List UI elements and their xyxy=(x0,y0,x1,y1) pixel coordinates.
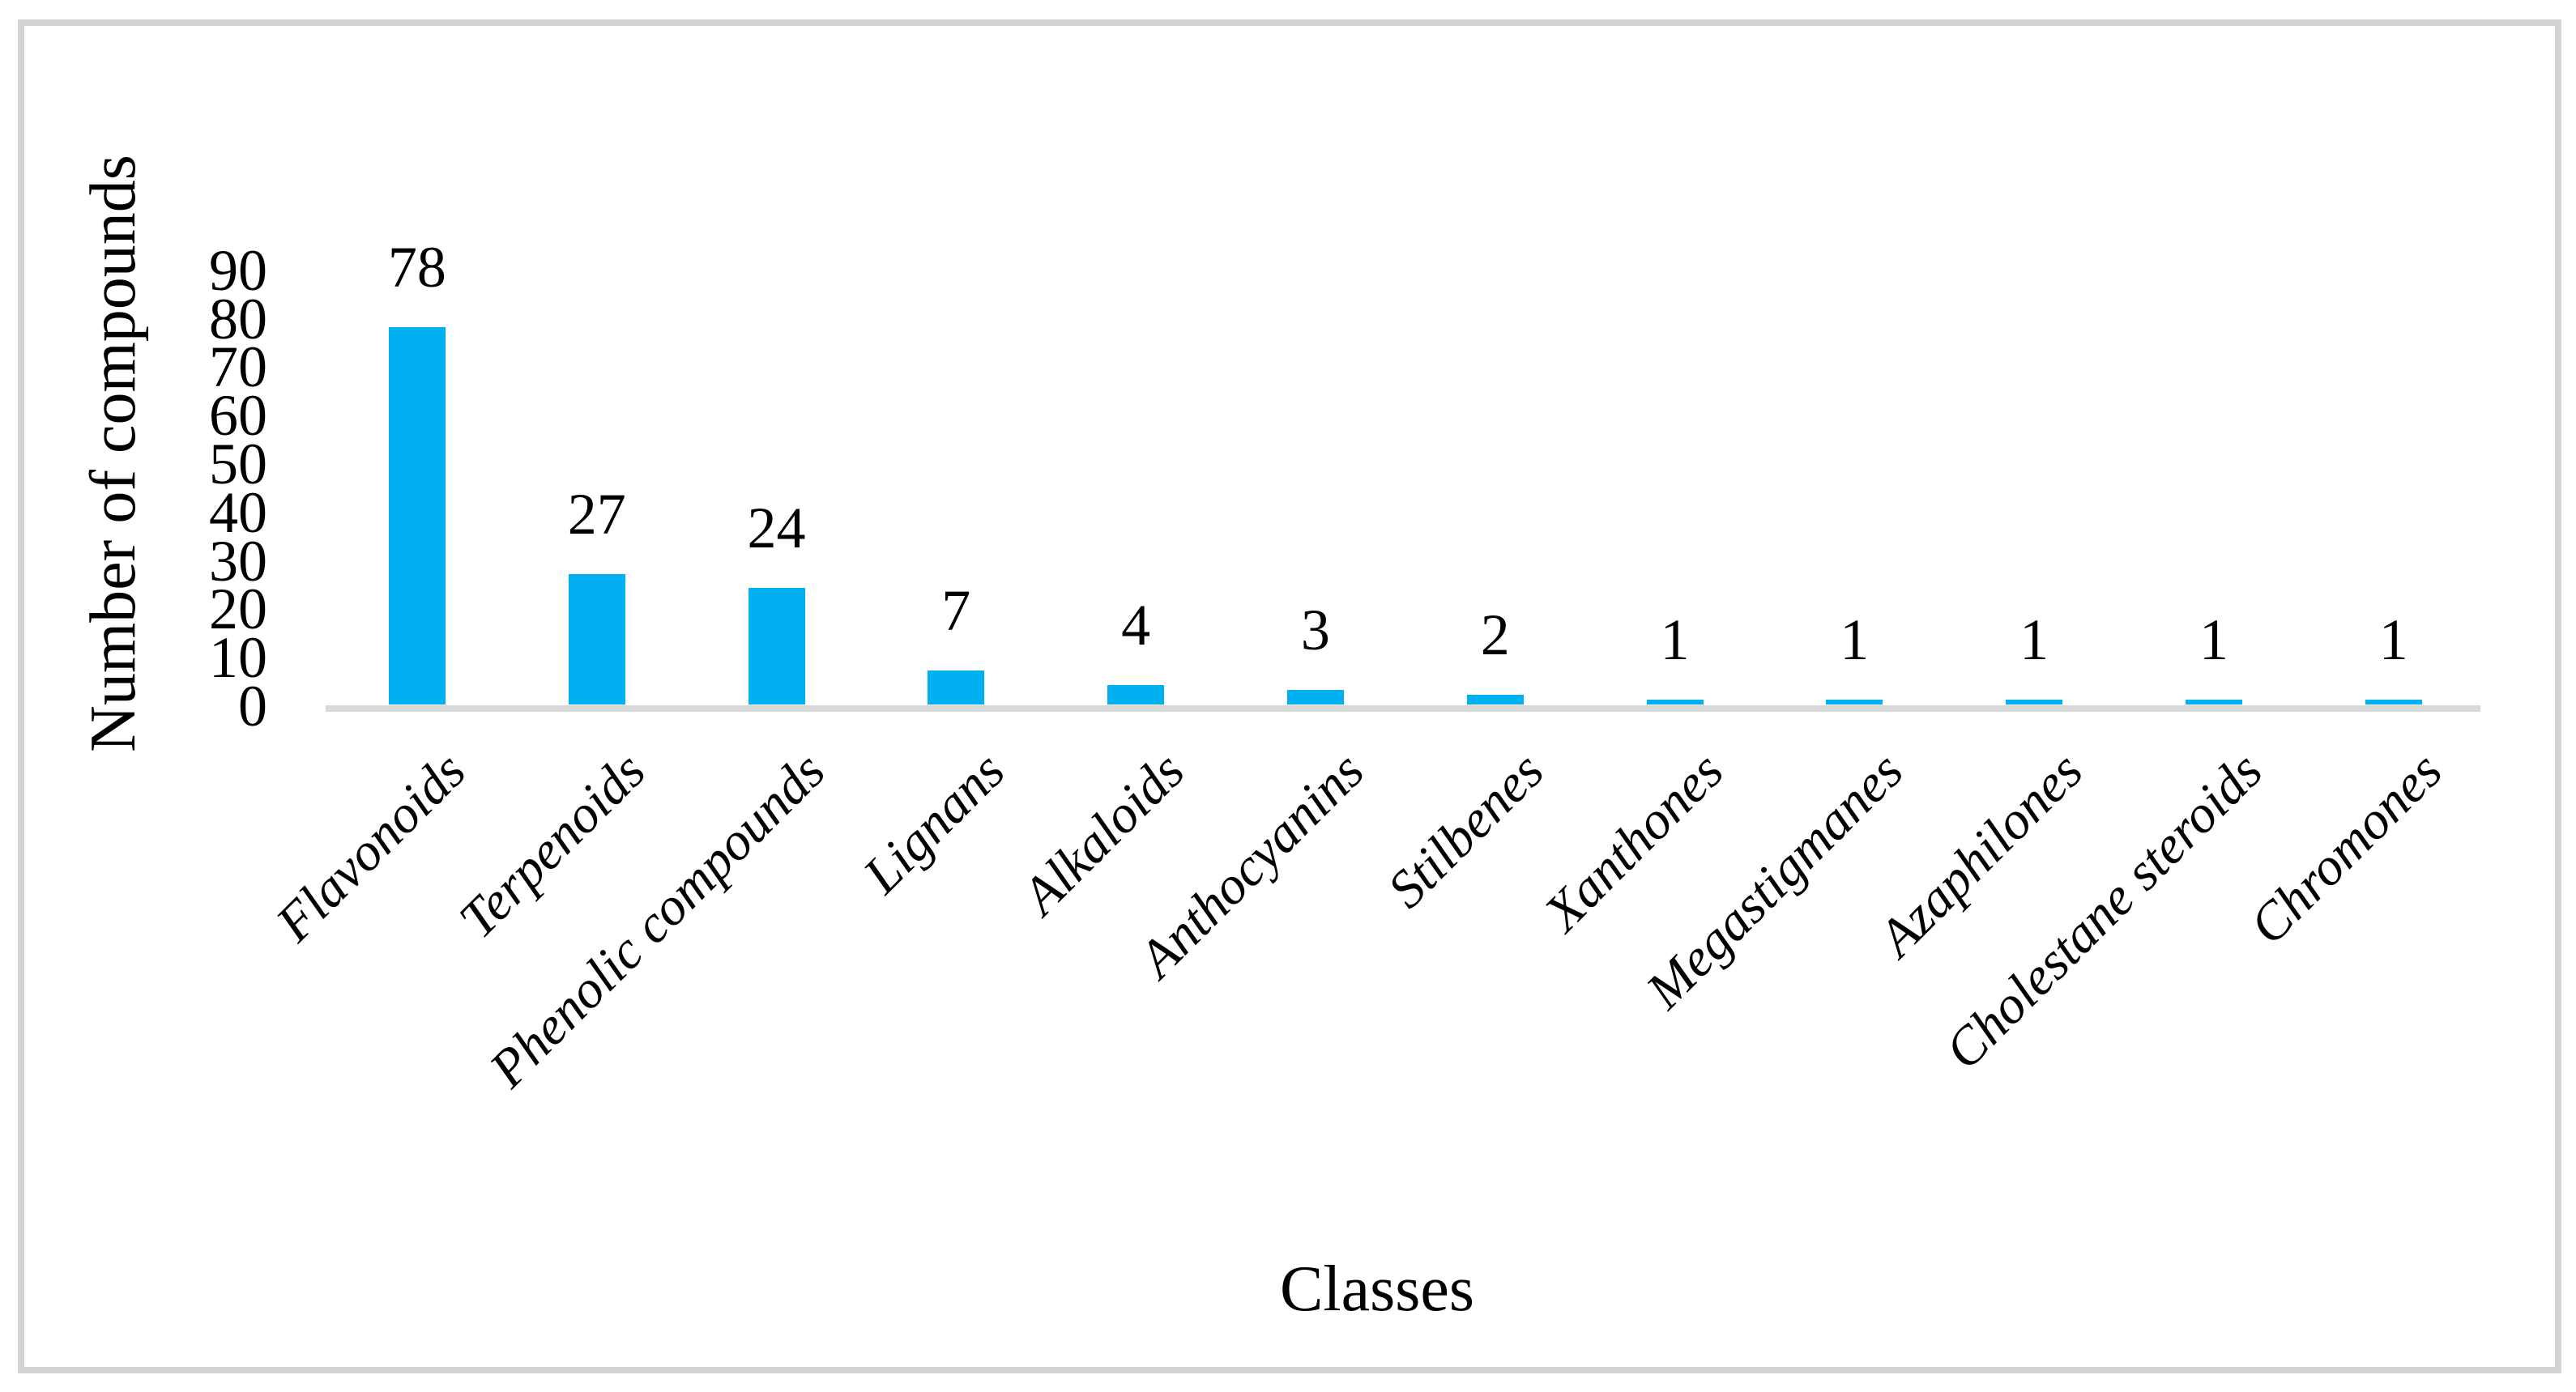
bar xyxy=(388,327,446,705)
y-tick-label: 50 xyxy=(209,432,267,496)
bar xyxy=(568,574,625,705)
bar-value-label: 27 xyxy=(567,482,626,547)
bar-value-label: 7 xyxy=(941,578,971,643)
chart-frame xyxy=(18,19,2561,1373)
y-tick-label: 40 xyxy=(209,479,267,545)
bar xyxy=(2185,700,2242,705)
bar-value-label: 1 xyxy=(2019,607,2049,672)
bar-value-label: 1 xyxy=(1840,607,1870,672)
bar-value-label: 3 xyxy=(1300,598,1330,662)
x-axis-line xyxy=(326,705,2480,712)
bar xyxy=(1646,700,1704,705)
bar xyxy=(928,670,985,705)
y-tick-label: 90 xyxy=(209,237,267,303)
bar-value-label: 1 xyxy=(2378,607,2408,672)
bar-value-label: 4 xyxy=(1121,593,1151,658)
bar xyxy=(2365,700,2422,705)
y-tick-label: 70 xyxy=(209,334,267,400)
bar-value-label: 2 xyxy=(1480,602,1510,667)
bar xyxy=(1107,685,1165,705)
bar xyxy=(748,588,805,705)
x-axis-title: Classes xyxy=(1280,1254,1474,1325)
bar-value-label: 24 xyxy=(747,496,806,560)
y-tick-label: 60 xyxy=(209,383,267,449)
bar xyxy=(1466,695,1524,705)
y-tick-label: 10 xyxy=(209,625,267,691)
bar-value-label: 1 xyxy=(1660,607,1690,672)
bar xyxy=(1826,700,1883,705)
y-tick-label: 80 xyxy=(209,286,267,351)
y-tick-label: 0 xyxy=(238,674,267,739)
bar xyxy=(2006,700,2063,705)
bar xyxy=(1286,690,1344,705)
y-tick-label: 30 xyxy=(209,528,267,594)
bar-value-label: 1 xyxy=(2199,607,2228,672)
y-tick-label: 20 xyxy=(209,577,267,642)
bar-value-label: 78 xyxy=(387,235,446,300)
